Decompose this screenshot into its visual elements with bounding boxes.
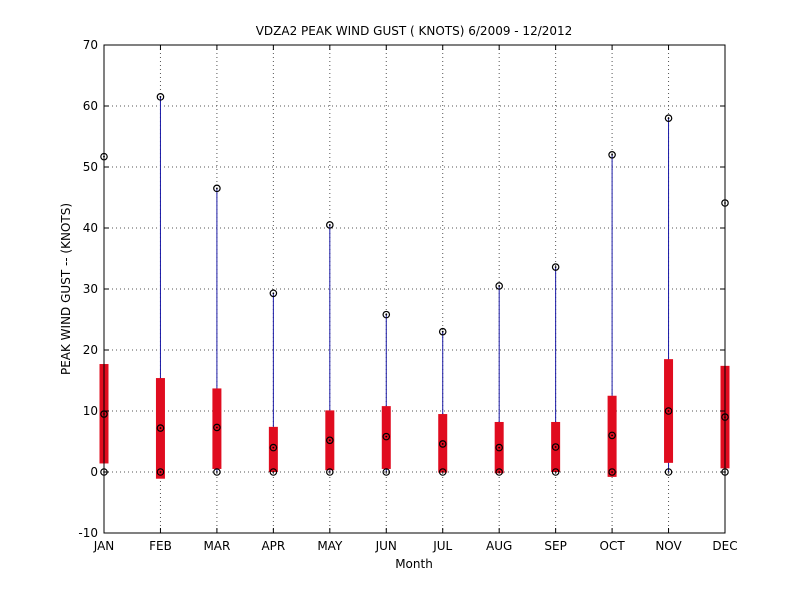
box-apr	[268, 426, 278, 472]
y-tick-label: -10	[78, 526, 98, 540]
max-marker-oct	[608, 151, 616, 159]
max-marker-dot-jul	[441, 330, 444, 333]
max-marker-dot-sep	[554, 266, 557, 268]
mean-marker-dot-apr	[272, 446, 275, 449]
mean-marker-nov	[664, 407, 673, 415]
mean-marker-sep	[551, 443, 560, 451]
y-tick-label: 70	[83, 38, 98, 52]
mean-marker-jun	[382, 432, 391, 441]
min-marker-dot-oct	[611, 471, 613, 473]
min-marker-apr	[269, 468, 278, 476]
min-marker-dot-sep	[554, 471, 557, 473]
x-axis-title: Month	[395, 557, 433, 571]
x-tick-label: OCT	[600, 539, 626, 553]
max-marker-nov	[664, 114, 673, 123]
max-marker-mar	[213, 184, 221, 193]
y-tick-label: 0	[90, 465, 98, 479]
box-oct	[607, 395, 617, 477]
max-marker-apr	[269, 289, 278, 298]
ticks: -10 0 10 20 30 40 50 60 70 JAN FEB MAR APR MAY JUN JUL A…	[78, 38, 737, 553]
y-tick-label: 10	[83, 404, 98, 418]
max-marker-dot-feb	[159, 95, 162, 98]
x-tick-label: FEB	[149, 539, 172, 553]
x-tick-label: JUN	[375, 539, 397, 553]
max-marker-jun	[382, 310, 391, 319]
min-marker-jul	[438, 468, 447, 476]
box-mar	[212, 388, 222, 469]
mean-marker-may	[326, 436, 334, 445]
y-tick-label: 60	[83, 99, 98, 113]
x-tick-label: NOV	[655, 539, 682, 553]
y-axis-title: PEAK WIND GUST -- (KNOTS)	[59, 203, 73, 375]
min-marker-oct	[608, 468, 616, 476]
max-marker-dot-nov	[667, 117, 670, 120]
min-marker-dot-jul	[441, 471, 444, 473]
max-marker-feb	[156, 93, 165, 101]
max-marker-sep	[551, 263, 560, 271]
max-marker-may	[326, 221, 334, 229]
min-marker-feb	[156, 468, 165, 476]
max-marker-dot-aug	[498, 285, 501, 287]
x-tick-label: MAY	[317, 539, 343, 553]
mean-marker-feb	[156, 424, 165, 432]
chart-title: VDZA2 PEAK WIND GUST ( KNOTS) 6/2009 - 1…	[256, 24, 573, 38]
mean-marker-jul	[438, 440, 447, 448]
plot-area	[104, 45, 725, 533]
min-marker-may	[326, 468, 334, 476]
min-marker-dot-jun	[385, 471, 388, 473]
mean-marker-dot-nov	[667, 410, 670, 412]
mean-marker-dot-oct	[611, 434, 613, 437]
x-tick-label: JUL	[432, 539, 452, 553]
max-marker-dot-apr	[272, 292, 275, 295]
min-marker-dot-nov	[667, 471, 670, 473]
max-marker-jul	[438, 327, 447, 336]
x-tick-label: AUG	[486, 539, 512, 553]
mean-marker-dot-aug	[498, 446, 501, 449]
x-tick-label: JAN	[93, 539, 115, 553]
mean-marker-mar	[213, 423, 221, 432]
y-tick-label: 30	[83, 282, 98, 296]
mean-marker-dot-may	[328, 439, 331, 442]
min-marker-dot-mar	[216, 471, 218, 473]
max-marker-dot-oct	[611, 153, 613, 156]
min-marker-dot-feb	[159, 471, 162, 473]
mean-marker-aug	[495, 443, 503, 452]
mean-marker-dot-jun	[385, 435, 388, 438]
x-tick-label: MAR	[203, 539, 230, 553]
x-tick-label: DEC	[712, 539, 737, 553]
max-marker-dot-may	[328, 224, 331, 226]
mean-marker-apr	[269, 443, 278, 452]
mean-marker-dot-sep	[554, 446, 557, 448]
mean-marker-dot-jul	[441, 443, 444, 445]
min-marker-nov	[664, 468, 673, 476]
min-marker-aug	[495, 468, 503, 476]
min-marker-sep	[551, 468, 560, 476]
max-marker-dot-jun	[385, 313, 388, 316]
x-tick-label: APR	[261, 539, 285, 553]
box-jun	[381, 406, 391, 469]
x-tick-label: SEP	[544, 539, 566, 553]
min-marker-dot-aug	[498, 471, 501, 473]
mean-marker-dot-mar	[216, 426, 218, 429]
max-marker-aug	[495, 282, 503, 290]
max-marker-dot-mar	[216, 187, 218, 190]
mean-marker-oct	[608, 431, 616, 440]
min-marker-dot-may	[328, 471, 331, 473]
mean-marker-dot-feb	[159, 427, 162, 429]
y-tick-label: 50	[83, 160, 98, 174]
min-marker-dot-apr	[272, 471, 275, 473]
min-marker-mar	[213, 468, 221, 476]
min-marker-jun	[382, 468, 391, 476]
y-tick-label: 40	[83, 221, 98, 235]
y-tick-label: 20	[83, 343, 98, 357]
